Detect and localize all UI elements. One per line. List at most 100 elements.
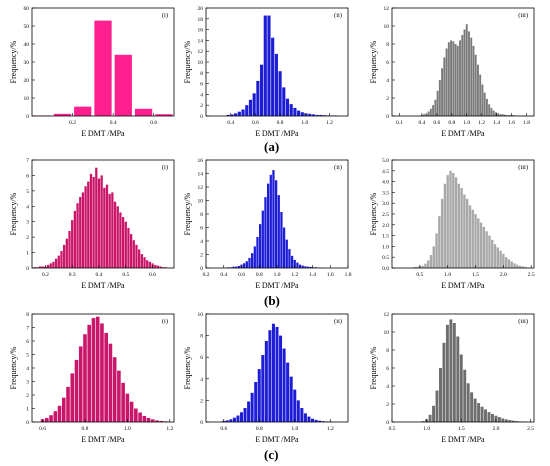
bar: [311, 114, 315, 116]
y-tick-label: 50: [24, 24, 30, 30]
bar: [226, 114, 230, 116]
y-tick-label: 12: [384, 6, 390, 12]
bar: [466, 383, 470, 422]
bar: [508, 420, 512, 422]
bar: [256, 80, 260, 116]
y-tick-label: 2: [26, 393, 29, 399]
bar: [463, 29, 466, 117]
bar: [74, 359, 79, 422]
chart-panel-a-iii: 0 2 4 6 8 10 12 0.1 0.4 0.6 0.8 1.0 1.2 1.4 1.6 1.8 Freq…: [369, 6, 535, 138]
bar: [461, 35, 464, 116]
bar: [447, 42, 450, 117]
bar: [251, 253, 254, 268]
bar: [100, 175, 103, 268]
bar: [307, 416, 311, 422]
x-tick-label: 0.2: [42, 272, 49, 278]
bar: [155, 420, 159, 422]
bar: [70, 373, 75, 422]
bar: [52, 261, 55, 268]
bar: [454, 44, 457, 116]
bar: [494, 112, 497, 116]
bar: [518, 265, 522, 268]
bar: [119, 212, 122, 268]
bar: [46, 264, 50, 268]
bar: [243, 263, 246, 268]
y-tick-label: 3: [26, 380, 29, 386]
bar: [436, 90, 439, 116]
x-tick-label: 1.8: [345, 272, 352, 278]
bar: [132, 240, 135, 268]
x-tick-label: 0.6: [220, 426, 227, 432]
chart-panel-c-ii: 0 2 4 6 8 10 0.6 0.8 1.0 1.2 Frequency/% E DMT /MPa…: [183, 312, 349, 444]
bar: [293, 107, 297, 116]
y-tick-label: 6: [386, 366, 389, 372]
bar: [271, 323, 275, 422]
bar: [268, 330, 272, 422]
bar: [443, 183, 447, 268]
bar: [459, 354, 463, 422]
bar: [490, 107, 493, 116]
bar: [114, 54, 132, 116]
bar: [140, 254, 143, 268]
bar: [54, 258, 58, 268]
bar: [477, 218, 480, 268]
bar: [508, 115, 511, 116]
bar: [440, 198, 444, 268]
y-tick-label: 5: [26, 353, 29, 359]
y-tick-label: 4: [26, 366, 29, 372]
bar: [237, 111, 241, 116]
bar: [470, 37, 473, 117]
bar: [289, 104, 293, 116]
x-axis-title: E DMT /MPa: [441, 129, 485, 138]
y-tick-label: 2.5: [382, 212, 389, 218]
bar: [497, 113, 500, 116]
y-axis-title: Frequency/%: [369, 40, 378, 83]
bar: [465, 24, 468, 117]
y-tick-label: 7: [26, 158, 29, 164]
bar: [439, 368, 442, 422]
y-tick-label: 6: [200, 82, 203, 88]
x-tick-label: 0.4: [96, 272, 103, 278]
y-tick-label: 1.5: [382, 234, 389, 240]
bar: [427, 260, 430, 268]
panel-tag: (ii): [334, 12, 342, 19]
bar: [138, 412, 142, 422]
bar: [484, 409, 487, 422]
chart-panel-c-iii: 0 2 4 6 8 10 12 0.5 1.0 1.5 2.0 2.5 Frequency/% E DMT…: [369, 312, 535, 444]
bar: [68, 230, 71, 268]
bar: [232, 266, 235, 268]
bar: [450, 40, 452, 116]
bar: [479, 74, 482, 116]
bar: [89, 173, 93, 268]
bar: [279, 335, 283, 422]
bar: [146, 260, 149, 268]
x-axis-title: E DMT /MPa: [441, 435, 485, 444]
bar: [74, 106, 92, 116]
bar: [490, 413, 494, 422]
bar: [57, 255, 60, 268]
bar: [289, 376, 293, 422]
y-tick-label: 16: [198, 158, 204, 164]
y-tick-label: 12: [198, 185, 204, 191]
bar: [477, 403, 481, 422]
x-tick-label: 0.4: [220, 272, 227, 278]
bar: [286, 362, 290, 422]
y-tick-label: 30: [24, 60, 30, 66]
x-tick-label: 1.6: [508, 120, 515, 126]
bar: [485, 98, 488, 116]
x-axis-title: E DMT /MPa: [441, 281, 485, 290]
y-axis-title: Frequency/%: [9, 346, 18, 389]
x-tick-label: 0.6: [238, 272, 245, 278]
bar: [41, 266, 44, 268]
bar: [424, 263, 427, 268]
bar: [92, 176, 95, 268]
bar: [501, 114, 504, 116]
bar: [108, 193, 111, 268]
y-tick-label: 5.0: [382, 158, 389, 164]
x-tick-label: 0.4: [418, 120, 425, 126]
bar: [236, 415, 240, 422]
bar: [413, 266, 416, 268]
bar: [485, 231, 488, 268]
bar: [71, 220, 74, 268]
x-tick-label: 0.8: [277, 120, 284, 126]
